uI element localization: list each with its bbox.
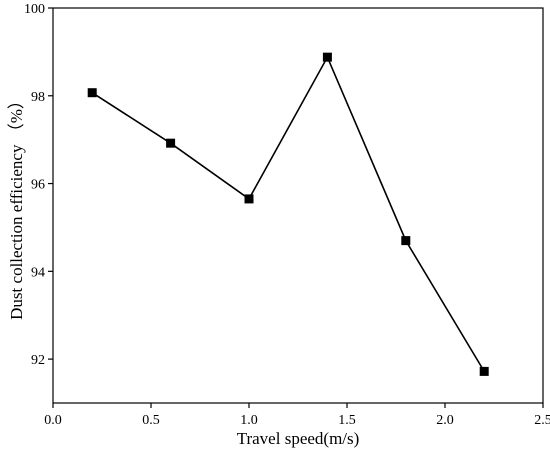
x-tick-label: 0.0 xyxy=(44,413,62,428)
y-tick-label: 100 xyxy=(24,2,45,17)
x-tick-label: 1.0 xyxy=(240,413,258,428)
y-axis-title: Dust collection efficiency （%） xyxy=(7,92,26,320)
series-line xyxy=(91,55,485,372)
x-tick-label: 1.5 xyxy=(338,413,356,428)
y-tick-label: 92 xyxy=(31,353,45,368)
x-tick-label: 2.5 xyxy=(534,413,550,428)
y-tick-label: 96 xyxy=(31,178,45,193)
data-point-marker xyxy=(479,366,489,376)
series-layer xyxy=(87,52,489,376)
data-point-marker xyxy=(322,52,332,62)
data-point-marker xyxy=(87,88,97,98)
plot-frame xyxy=(52,7,544,404)
y-axis-ticks: 92 94 96 98 100 xyxy=(24,2,53,368)
y-tick-label: 94 xyxy=(31,265,45,280)
x-tick-label: 2.0 xyxy=(436,413,454,428)
x-axis-ticks: 0.0 0.5 1.0 1.5 2.0 2.5 xyxy=(44,403,550,428)
data-point-marker xyxy=(401,236,411,246)
x-axis-title: Travel speed(m/s) xyxy=(237,429,360,448)
x-tick-label: 0.5 xyxy=(142,413,160,428)
data-point-marker xyxy=(166,138,176,148)
y-tick-label: 98 xyxy=(31,90,45,105)
data-point-marker xyxy=(244,194,254,204)
